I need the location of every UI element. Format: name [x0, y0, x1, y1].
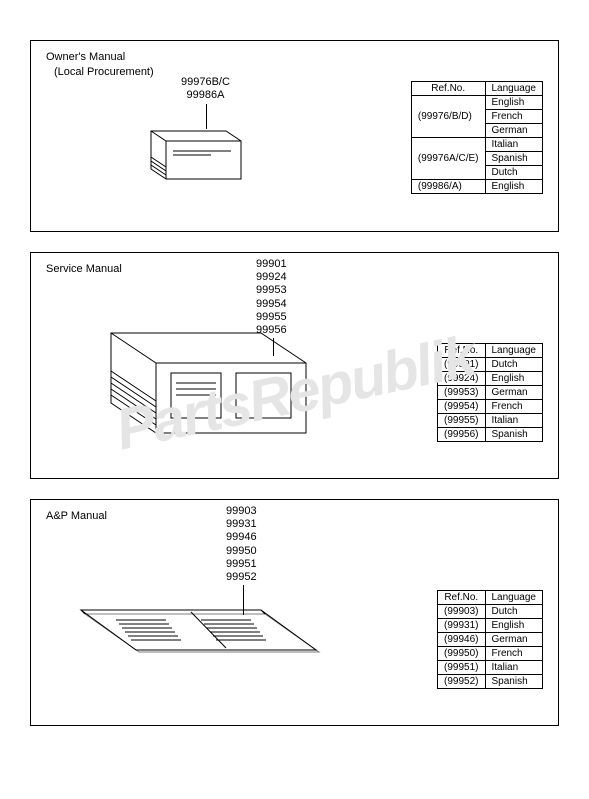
ref-label: 99924 [256, 271, 287, 284]
section-ap-manual: A&P Manual 99903 99931 99946 99950 99951… [30, 499, 559, 726]
table-cell: Spanish [485, 428, 543, 442]
table-cell: (99986/A) [411, 180, 485, 194]
table-cell: English [485, 96, 543, 110]
book-icon [81, 313, 311, 453]
table-cell: (99903) [438, 605, 485, 619]
ref-labels: 99903 99931 99946 99950 99951 99952 [226, 505, 257, 584]
table-cell: Italian [485, 138, 543, 152]
ref-label: 99951 [226, 558, 257, 571]
table-cell: Dutch [485, 358, 543, 372]
table-cell: (99950) [438, 647, 485, 661]
section-service-manual: Service Manual 99901 99924 99953 99954 9… [30, 252, 559, 479]
table-cell: German [485, 124, 543, 138]
ref-label: 99931 [226, 518, 257, 531]
table-cell: Spanish [485, 152, 543, 166]
ref-label: 99953 [256, 284, 287, 297]
table-cell: (99951) [438, 661, 485, 675]
page-container: PartsRepublik Owner's Manual (Local Proc… [0, 0, 589, 786]
section-title: A&P Manual [46, 510, 543, 522]
section-title: Owner's Manual [46, 51, 543, 63]
manual-illustration [131, 121, 251, 191]
table-header: Ref.No. [411, 82, 485, 96]
table-cell: (99976A/C/E) [411, 138, 485, 180]
table-cell: English [485, 372, 543, 386]
ref-label: 99903 [226, 505, 257, 518]
table-cell: German [485, 386, 543, 400]
section-owners-manual: Owner's Manual (Local Procurement) 99976… [30, 40, 559, 232]
table-cell: French [485, 110, 543, 124]
section-subtitle: (Local Procurement) [54, 66, 543, 78]
table-cell: (99976/B/D) [411, 96, 485, 138]
table-cell: (99931) [438, 619, 485, 633]
table-cell: Dutch [485, 605, 543, 619]
table-header: Language [485, 82, 543, 96]
table-cell: English [485, 619, 543, 633]
manual-illustration [61, 590, 321, 700]
ref-label: 99986A [181, 89, 230, 102]
table-cell: (99956) [438, 428, 485, 442]
table-cell: (99953) [438, 386, 485, 400]
ref-label: 99946 [226, 531, 257, 544]
table-header: Ref.No. [438, 591, 485, 605]
ref-label: 99952 [226, 571, 257, 584]
table-cell: French [485, 647, 543, 661]
table-cell: (99924) [438, 372, 485, 386]
ref-table: Ref.No. Language (99903)Dutch (99931)Eng… [437, 590, 543, 689]
book-icon [131, 121, 251, 191]
table-cell: (99955) [438, 414, 485, 428]
ref-table: Ref.No. Language (99976/B/D)English Fren… [411, 81, 543, 194]
table-cell: (99901) [438, 358, 485, 372]
table-cell: Italian [485, 414, 543, 428]
table-cell: English [485, 180, 543, 194]
table-cell: (99954) [438, 400, 485, 414]
table-cell: Spanish [485, 675, 543, 689]
manual-illustration [81, 313, 311, 453]
page-icon [61, 590, 321, 700]
ref-label: 99976B/C [181, 76, 230, 89]
table-header: Language [485, 344, 543, 358]
ref-labels: 99976B/C 99986A [181, 76, 230, 102]
ref-table: Ref.No. Language (99901)Dutch (99924)Eng… [437, 343, 543, 442]
ref-label: 99950 [226, 545, 257, 558]
table-cell: French [485, 400, 543, 414]
table-cell: (99946) [438, 633, 485, 647]
table-cell: German [485, 633, 543, 647]
ref-label: 99901 [256, 258, 287, 271]
table-header: Language [485, 591, 543, 605]
ref-label: 99954 [256, 298, 287, 311]
table-cell: Italian [485, 661, 543, 675]
table-cell: (99952) [438, 675, 485, 689]
table-header: Ref.No. [438, 344, 485, 358]
table-cell: Dutch [485, 166, 543, 180]
section-title: Service Manual [46, 263, 543, 275]
